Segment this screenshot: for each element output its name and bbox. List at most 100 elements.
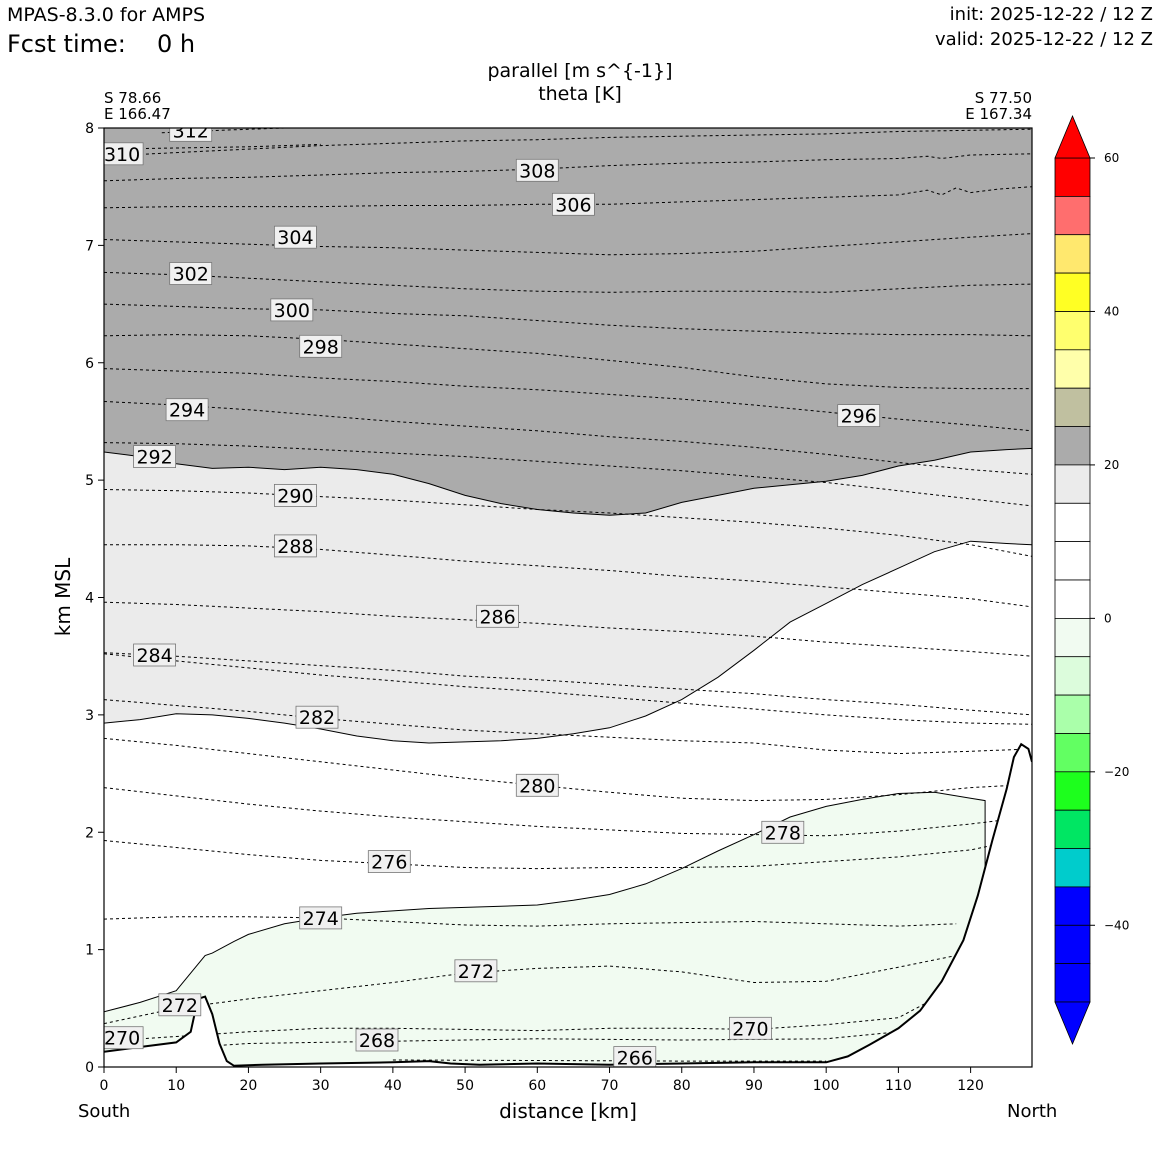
isentrope-308 xyxy=(104,128,1032,157)
colorbar-segment xyxy=(1054,848,1091,888)
isentrope-278 xyxy=(104,787,1000,837)
x-tick-label: 10 xyxy=(167,1078,185,1094)
isentrope-label-box xyxy=(273,225,317,249)
isentrope-label-box xyxy=(454,959,498,983)
isentrope-label-296: 296 xyxy=(837,404,881,428)
isentrope-296 xyxy=(104,334,1032,390)
terrain-line xyxy=(104,742,1032,1067)
isentrope-285 xyxy=(104,652,1032,716)
isentropes xyxy=(104,128,1032,1062)
isentrope-label-box xyxy=(729,1016,772,1040)
isentrope-label-text: 282 xyxy=(299,707,335,729)
x-tick-label: 40 xyxy=(384,1078,402,1094)
colorbar-segment xyxy=(1054,195,1091,236)
isentrope-294 xyxy=(104,368,1032,432)
y-tick-label: 7 xyxy=(85,238,94,254)
isentrope-label-306: 306 xyxy=(552,192,595,216)
isentrope-label-312: 312 xyxy=(169,120,213,142)
isentrope-label-text: 300 xyxy=(274,300,310,322)
colorbar-over-triangle xyxy=(1054,114,1091,159)
x-axis-ticks: 0 10 20 30 40 50 60 70 80 90 100 110 120 xyxy=(100,1067,984,1094)
isentrope-label-text: 288 xyxy=(277,536,313,558)
isentrope-label-292: 292 xyxy=(133,445,177,469)
y-tick-label: 3 xyxy=(85,708,94,724)
isentrope-266 xyxy=(392,1059,827,1062)
colorbar-tick-label: −20 xyxy=(1104,765,1129,779)
colorbar: 60 40 20 0 −20 −40 xyxy=(1054,114,1129,1046)
colorbar-under-triangle xyxy=(1054,1001,1091,1046)
isentrope-label-282: 282 xyxy=(295,705,339,729)
isentrope-label-box xyxy=(761,820,805,844)
y-axis-ticks: 0 1 2 3 4 5 6 7 8 xyxy=(85,121,104,1076)
isentrope-label-286: 286 xyxy=(476,604,520,628)
isentrope-label-box xyxy=(552,192,595,216)
isentrope-label-280: 280 xyxy=(515,773,559,797)
isentrope-306 xyxy=(104,153,1032,182)
isentrope-label-box xyxy=(133,445,177,469)
isentrope-label-box xyxy=(613,1046,657,1067)
isentrope-label-box xyxy=(104,142,144,166)
colorbar-segment xyxy=(1054,694,1091,734)
chart-subtitle: theta [K] xyxy=(538,83,622,105)
isentrope-298 xyxy=(104,303,1032,337)
isentrope-label-text: 292 xyxy=(136,447,172,469)
isentrope-268 xyxy=(104,1031,899,1054)
isentrope-label-276: 276 xyxy=(367,850,411,874)
isentrope-304 xyxy=(104,186,1032,209)
colorbar-segment xyxy=(1054,234,1091,274)
forecast-time-label: Fcst time: xyxy=(7,30,126,58)
x-tick-label: 20 xyxy=(240,1078,258,1094)
x-tick-label: 120 xyxy=(957,1078,984,1094)
isentrope-label-text: 272 xyxy=(162,995,198,1017)
right-endpoint-longitude: E 167.34 xyxy=(965,105,1032,123)
y-tick-label: 8 xyxy=(85,121,94,137)
colorbar-segment xyxy=(1054,502,1091,543)
colorbar-segment xyxy=(1054,426,1091,466)
isentrope-label-box xyxy=(165,398,209,422)
x-tick-label: 50 xyxy=(456,1078,474,1094)
y-axis-label: km MSL xyxy=(51,557,75,636)
x-tick-label: 30 xyxy=(312,1078,330,1094)
model-title: MPAS-8.3.0 for AMPS xyxy=(7,4,206,26)
isentrope-label-272: 272 xyxy=(158,993,202,1017)
isentrope-label-text: 270 xyxy=(732,1018,768,1040)
colorbar-segment xyxy=(1054,886,1091,926)
y-tick-label: 1 xyxy=(85,943,94,959)
colorbar-tick-label: 0 xyxy=(1104,611,1112,625)
isentrope-282 xyxy=(104,699,1032,755)
right-endpoint-latitude: S 77.50 xyxy=(974,89,1032,107)
colorbar-segment xyxy=(1054,349,1091,389)
isentrope-label-box xyxy=(515,158,559,182)
isentrope-label-box xyxy=(169,128,213,142)
wind-band-pale-green xyxy=(104,791,986,1067)
isentrope-label-text: 294 xyxy=(169,400,205,422)
isentrope-label-box xyxy=(476,604,520,628)
isentrope-274 xyxy=(104,916,957,927)
isentrope-label-270: 270 xyxy=(729,1016,772,1040)
isentrope-label-box xyxy=(273,483,317,507)
isentrope-label-308: 308 xyxy=(515,158,559,182)
colorbar-segment xyxy=(1054,656,1091,696)
colorbar-segment xyxy=(1054,618,1091,658)
isentrope-label-290: 290 xyxy=(273,483,317,507)
isentrope-label-294: 294 xyxy=(165,398,209,422)
x-tick-label: 60 xyxy=(528,1078,546,1094)
isentrope-label-box xyxy=(104,1026,144,1050)
y-tick-label: 4 xyxy=(85,591,94,607)
isentrope-293 xyxy=(104,401,1032,475)
north-label: North xyxy=(1007,1101,1058,1122)
colorbar-segment xyxy=(1054,311,1091,351)
init-time: init: 2025-12-22 / 12 Z xyxy=(949,4,1153,25)
colorbar-segment xyxy=(1054,963,1091,1003)
x-tick-label: 70 xyxy=(601,1078,619,1094)
isentrope-label-text: 306 xyxy=(555,194,591,216)
terrain-below-ground xyxy=(104,744,1032,1067)
isentrope-label-box xyxy=(169,262,213,285)
isentrope-284 xyxy=(104,653,1032,725)
isentrope-label-box xyxy=(273,534,317,558)
isentrope-label-text: 270 xyxy=(104,1028,140,1050)
colorbar-segment xyxy=(1054,924,1091,965)
colorbar-tick-label: 60 xyxy=(1104,151,1119,165)
isentrope-label-text: 312 xyxy=(173,120,209,142)
isentrope-286 xyxy=(104,601,1032,657)
